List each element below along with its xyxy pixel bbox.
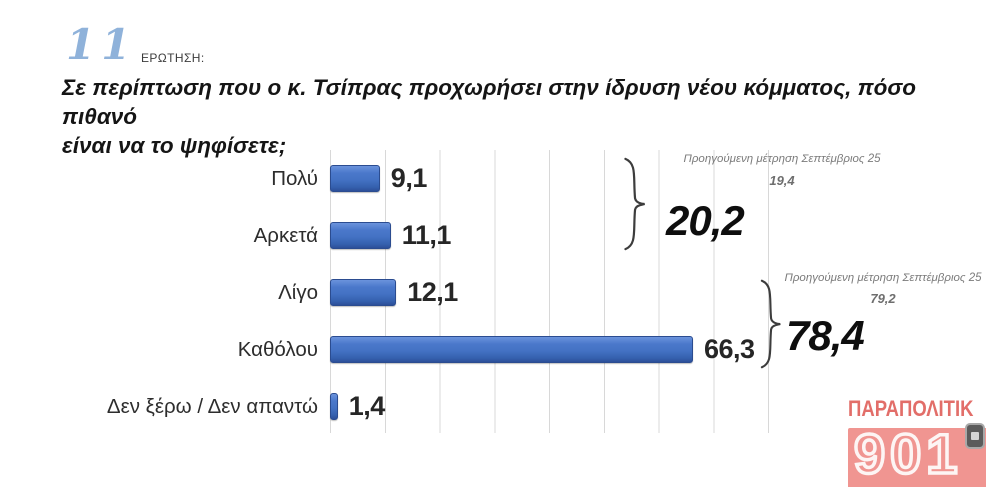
slide-number-logo: 11: [66, 20, 137, 69]
category-label: Πολύ: [271, 166, 318, 190]
station-number: 901: [852, 420, 963, 487]
bar: [330, 336, 693, 363]
value-label: 12,1: [407, 277, 458, 307]
chart-rows: Πολύ 9,1 Αρκετά 11,1 Λίγο 12,1 Καθόλου 66,3 Δεν …: [0, 150, 986, 435]
chart-row: Δεν ξέρω / Δεν απαντώ 1,4: [0, 378, 986, 435]
bar: [330, 222, 391, 249]
value-label: 11,1: [401, 220, 452, 250]
group-total-2: 78,4: [786, 312, 865, 359]
category-label: Καθόλου: [237, 337, 318, 361]
category-label: Αρκετά: [253, 223, 318, 247]
station-brand-text: ΠΑΡΑΠΟΛΙΤΙΚ: [848, 396, 974, 421]
previous-measure-value-2: 79,2: [870, 291, 896, 306]
bar: [330, 279, 397, 306]
station-watermark: ΠΑΡΑΠΟΛΙΤΙΚ 901: [844, 394, 986, 487]
chart-row: Αρκετά 11,1: [0, 207, 986, 264]
bar-track: 12,1: [330, 277, 458, 308]
bar-track: 9,1: [330, 163, 427, 194]
bar: [330, 393, 338, 420]
bar-track: 11,1: [330, 220, 451, 251]
chart-row: Πολύ 9,1: [0, 150, 986, 207]
previous-measure-label-2: Προηγούμενη μέτρηση Σεπτέμβριος 25: [784, 272, 982, 284]
question-label: ΕΡΩΤΗΣΗ:: [141, 51, 205, 65]
value-label: 1,4: [348, 391, 386, 421]
value-label: 66,3: [704, 334, 755, 364]
category-label: Λίγο: [278, 280, 318, 304]
bar-track: 1,4: [330, 391, 385, 422]
gridlines: [330, 150, 770, 433]
previous-measure-label-1: Προηγούμενη μέτρηση Σεπτέμβριος 25: [683, 153, 881, 165]
group-total-1: 20,2: [666, 197, 745, 244]
value-label: 9,1: [390, 163, 428, 193]
overlay-icon: [965, 423, 985, 449]
curly-brace-bottom-group: [760, 279, 781, 369]
bar: [330, 165, 380, 192]
category-label: Δεν ξέρω / Δεν απαντώ: [106, 394, 318, 418]
chart-row: Καθόλου 66,3: [0, 321, 986, 378]
bar-track: 66,3: [330, 334, 755, 365]
page-title: Σε περίπτωση που ο κ. Τσίπρας προχωρήσει…: [62, 74, 962, 160]
title-line-1: Σε περίπτωση που ο κ. Τσίπρας προχωρήσει…: [62, 75, 917, 129]
station-number-block: 901: [848, 420, 986, 487]
title-line-2: είναι να το ψηφίσετε;: [62, 132, 287, 158]
previous-measure-value-1: 19,4: [769, 173, 795, 188]
chart-row: Λίγο 12,1: [0, 264, 986, 321]
bar-chart: Πολύ 9,1 Αρκετά 11,1 Λίγο 12,1 Καθόλου 66,3 Δεν …: [0, 150, 986, 435]
curly-brace-top-group: [624, 157, 645, 251]
